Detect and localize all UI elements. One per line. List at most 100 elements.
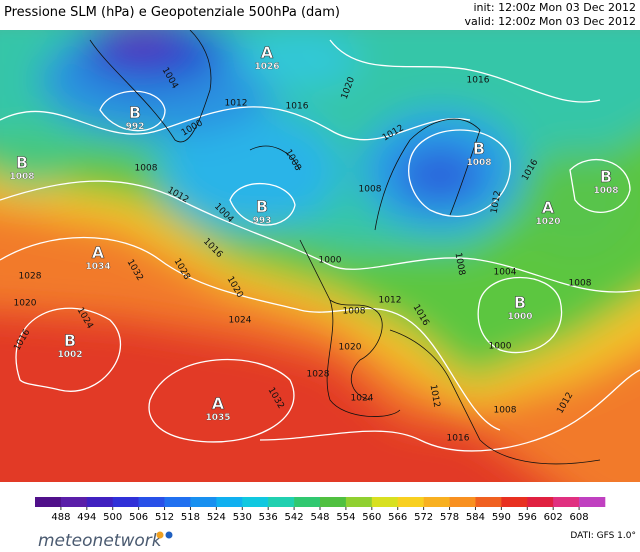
colorbar-swatch (294, 497, 321, 507)
colorbar-swatch (423, 497, 450, 507)
colorbar-swatch (449, 497, 476, 507)
center-value: 1026 (254, 62, 279, 72)
isobar-label: 1028 (307, 370, 330, 380)
colorbar-tick-label: 512 (155, 512, 174, 523)
colorbar-tick-label: 608 (570, 512, 589, 523)
colorbar-tick-label: 590 (492, 512, 511, 523)
colorbar-tick-label: 554 (336, 512, 355, 523)
isobar-label: 1008 (135, 164, 158, 174)
isobar-label: 1012 (490, 190, 504, 214)
isobar-label: 1008 (343, 307, 366, 317)
center-value: 1034 (85, 262, 110, 272)
center-value: 1008 (9, 172, 34, 182)
isobar-label: 1020 (339, 343, 362, 353)
colorbar-tick-label: 494 (77, 512, 96, 523)
center-value: 1000 (507, 312, 532, 322)
center-value: 993 (253, 216, 272, 226)
colorbar-swatch (216, 497, 243, 507)
colorbar-tick-label: 518 (181, 512, 200, 523)
isobar-label: 1008 (494, 406, 517, 416)
center-letter: B (16, 153, 28, 172)
colorbar-swatch (397, 497, 424, 507)
colorbar-swatch (345, 497, 373, 507)
center-letter: B (473, 139, 485, 158)
isobar-label: 1008 (453, 252, 467, 277)
center-letter: B (514, 293, 526, 312)
isobar-label: 1028 (19, 272, 42, 282)
colorbar-tick-label: 566 (388, 512, 407, 523)
colorbar-swatch (371, 497, 399, 507)
center-value: 1008 (593, 186, 618, 196)
isobar-label: 1008 (359, 185, 382, 195)
colorbar-swatch (86, 497, 114, 507)
center-letter: B (129, 103, 141, 122)
colorbar-swatch (268, 497, 295, 507)
isobar-label: 1020 (14, 299, 37, 309)
colorbar-swatch (320, 497, 347, 507)
colorbar-swatch (501, 497, 528, 507)
coastlines (89, 30, 601, 465)
colorbar-tick-label: 500 (103, 512, 122, 523)
logo-dot (156, 531, 164, 539)
center-letter: A (212, 394, 225, 413)
pressure-centers: B992B1008A1026B993A1034B1002A1035B1008B1… (9, 43, 618, 423)
logo-dot (165, 531, 173, 539)
colorbar-swatch (190, 497, 217, 507)
colorbar-swatch (112, 497, 139, 507)
colorbar-tick-label: 530 (233, 512, 252, 523)
colorbar-swatch (60, 497, 88, 507)
colorbar-swatch (35, 497, 62, 507)
isobar-label: 1024 (229, 316, 252, 326)
isobar-label: 1016 (286, 102, 309, 112)
colorbar-tick-label: 560 (362, 512, 381, 523)
isobar-label: 1012 (428, 384, 442, 408)
valid-time: valid: 12:00z Mon 03 Dec 2012 (465, 15, 636, 28)
colorbar-tick-label: 572 (414, 512, 433, 523)
colorbar-tick-label: 602 (544, 512, 563, 523)
center-value: 992 (126, 122, 145, 132)
colorbar-tick-label: 536 (259, 512, 278, 523)
colorbar-tick-label: 524 (207, 512, 226, 523)
isobar-label: 1016 (447, 434, 470, 444)
init-time: init: 12:00z Mon 03 Dec 2012 (473, 1, 636, 14)
colorbar-tick-label: 548 (310, 512, 329, 523)
isobar-label: 1004 (494, 268, 517, 278)
center-letter: B (600, 167, 612, 186)
colorbar: 488 494 500 506 512 518 524 530 536 542 548 554 560 5… (35, 497, 606, 523)
isobar-label: 1008 (569, 279, 592, 289)
colorbar-swatch (164, 497, 191, 507)
colorbar-tick-label: 506 (129, 512, 148, 523)
isobar-label: 1012 (225, 99, 248, 109)
isobar-label: 1000 (319, 256, 342, 266)
isobars (0, 39, 640, 452)
colorbar-swatch (475, 497, 502, 507)
colorbar-tick-label: 578 (440, 512, 459, 523)
center-letter: B (256, 197, 268, 216)
map-area: B992B1008A1026B993A1034B1002A1035B1008B1… (0, 30, 640, 482)
colorbar-tick-label: 596 (518, 512, 537, 523)
center-letter: A (92, 243, 105, 262)
colorbar-swatch (527, 497, 554, 507)
brand-logo: meteonetwork (38, 531, 163, 551)
isobar-label: 1024 (351, 394, 374, 404)
colorbar-tick-label: 584 (466, 512, 485, 523)
colorbar-tick-label: 542 (285, 512, 304, 523)
center-letter: A (542, 198, 555, 217)
isobar-label: 1016 (467, 76, 490, 86)
center-letter: B (64, 331, 76, 350)
colorbar-swatch (579, 497, 606, 507)
isobar-label: 1000 (489, 342, 512, 352)
center-value: 1035 (205, 413, 230, 423)
colorbar-swatch (553, 497, 580, 507)
colorbar-tick-label: 488 (51, 512, 70, 523)
isobar-label: 1012 (379, 296, 402, 306)
title: Pressione SLM (hPa) e Geopotenziale 500h… (4, 5, 340, 20)
colorbar-swatch (242, 497, 269, 507)
center-value: 1008 (466, 158, 491, 168)
colorbar-swatch (138, 497, 165, 507)
data-source: DATI: GFS 1.0° (570, 531, 636, 541)
center-letter: A (261, 43, 274, 62)
center-value: 1020 (535, 217, 560, 227)
